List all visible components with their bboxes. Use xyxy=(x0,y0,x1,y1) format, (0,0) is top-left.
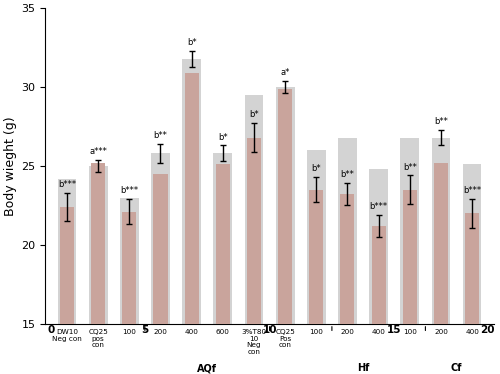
Bar xyxy=(58,179,76,374)
Text: b**: b** xyxy=(154,131,168,140)
Text: b*: b* xyxy=(249,110,259,119)
Text: 400: 400 xyxy=(184,329,198,335)
Bar xyxy=(184,73,198,374)
Bar xyxy=(89,166,108,374)
Text: 100: 100 xyxy=(122,329,136,335)
Bar xyxy=(340,194,354,374)
Bar xyxy=(403,190,417,374)
Bar xyxy=(60,207,74,374)
Bar xyxy=(463,165,481,374)
Bar xyxy=(122,212,136,374)
Text: a***: a*** xyxy=(89,147,107,156)
Text: b***: b*** xyxy=(370,202,388,211)
Text: b***: b*** xyxy=(120,186,138,195)
Text: AQf: AQf xyxy=(197,363,217,373)
Text: CQ25
pos
con: CQ25 pos con xyxy=(88,329,108,348)
Text: 200: 200 xyxy=(340,329,354,335)
Bar xyxy=(434,163,448,374)
Text: b*: b* xyxy=(312,164,321,173)
Text: b**: b** xyxy=(340,171,354,180)
Text: b**: b** xyxy=(403,163,417,172)
Text: 100: 100 xyxy=(310,329,324,335)
Bar xyxy=(247,138,261,374)
Text: 20: 20 xyxy=(480,325,495,335)
Bar xyxy=(310,190,324,374)
Text: Cf: Cf xyxy=(451,363,462,373)
Text: 5: 5 xyxy=(142,325,148,335)
Bar xyxy=(338,138,357,374)
Text: b**: b** xyxy=(434,117,448,126)
Text: 400: 400 xyxy=(372,329,386,335)
Bar xyxy=(465,213,479,374)
Bar xyxy=(432,138,450,374)
Text: b***: b*** xyxy=(58,180,76,189)
Text: Hf: Hf xyxy=(357,363,370,373)
Text: b***: b*** xyxy=(463,186,481,195)
Bar xyxy=(307,150,326,374)
Bar xyxy=(120,197,139,374)
Text: a*: a* xyxy=(280,68,290,77)
Bar xyxy=(182,59,201,374)
Bar xyxy=(216,165,230,374)
Text: DW10
Neg con: DW10 Neg con xyxy=(52,329,82,342)
Text: 100: 100 xyxy=(403,329,417,335)
Bar xyxy=(276,87,294,374)
Bar xyxy=(372,226,386,374)
Text: 0: 0 xyxy=(48,325,55,335)
Bar xyxy=(151,153,170,374)
Bar xyxy=(154,174,168,374)
Text: 10: 10 xyxy=(262,325,277,335)
Text: 400: 400 xyxy=(465,329,479,335)
Bar xyxy=(244,95,264,374)
Text: 200: 200 xyxy=(434,329,448,335)
Y-axis label: Body wieght (g): Body wieght (g) xyxy=(4,116,17,216)
Text: 3%T80
10
Neg
con: 3%T80 10 Neg con xyxy=(242,329,266,355)
Text: 15: 15 xyxy=(387,325,402,335)
Text: b*: b* xyxy=(218,132,228,141)
Text: CQ25
Pos
con: CQ25 Pos con xyxy=(275,329,295,348)
Bar xyxy=(400,138,419,374)
Text: 600: 600 xyxy=(216,329,230,335)
Text: 200: 200 xyxy=(154,329,168,335)
Bar xyxy=(370,169,388,374)
Bar xyxy=(214,153,232,374)
Text: b*: b* xyxy=(187,38,196,47)
Bar xyxy=(278,89,292,374)
Bar xyxy=(91,163,105,374)
